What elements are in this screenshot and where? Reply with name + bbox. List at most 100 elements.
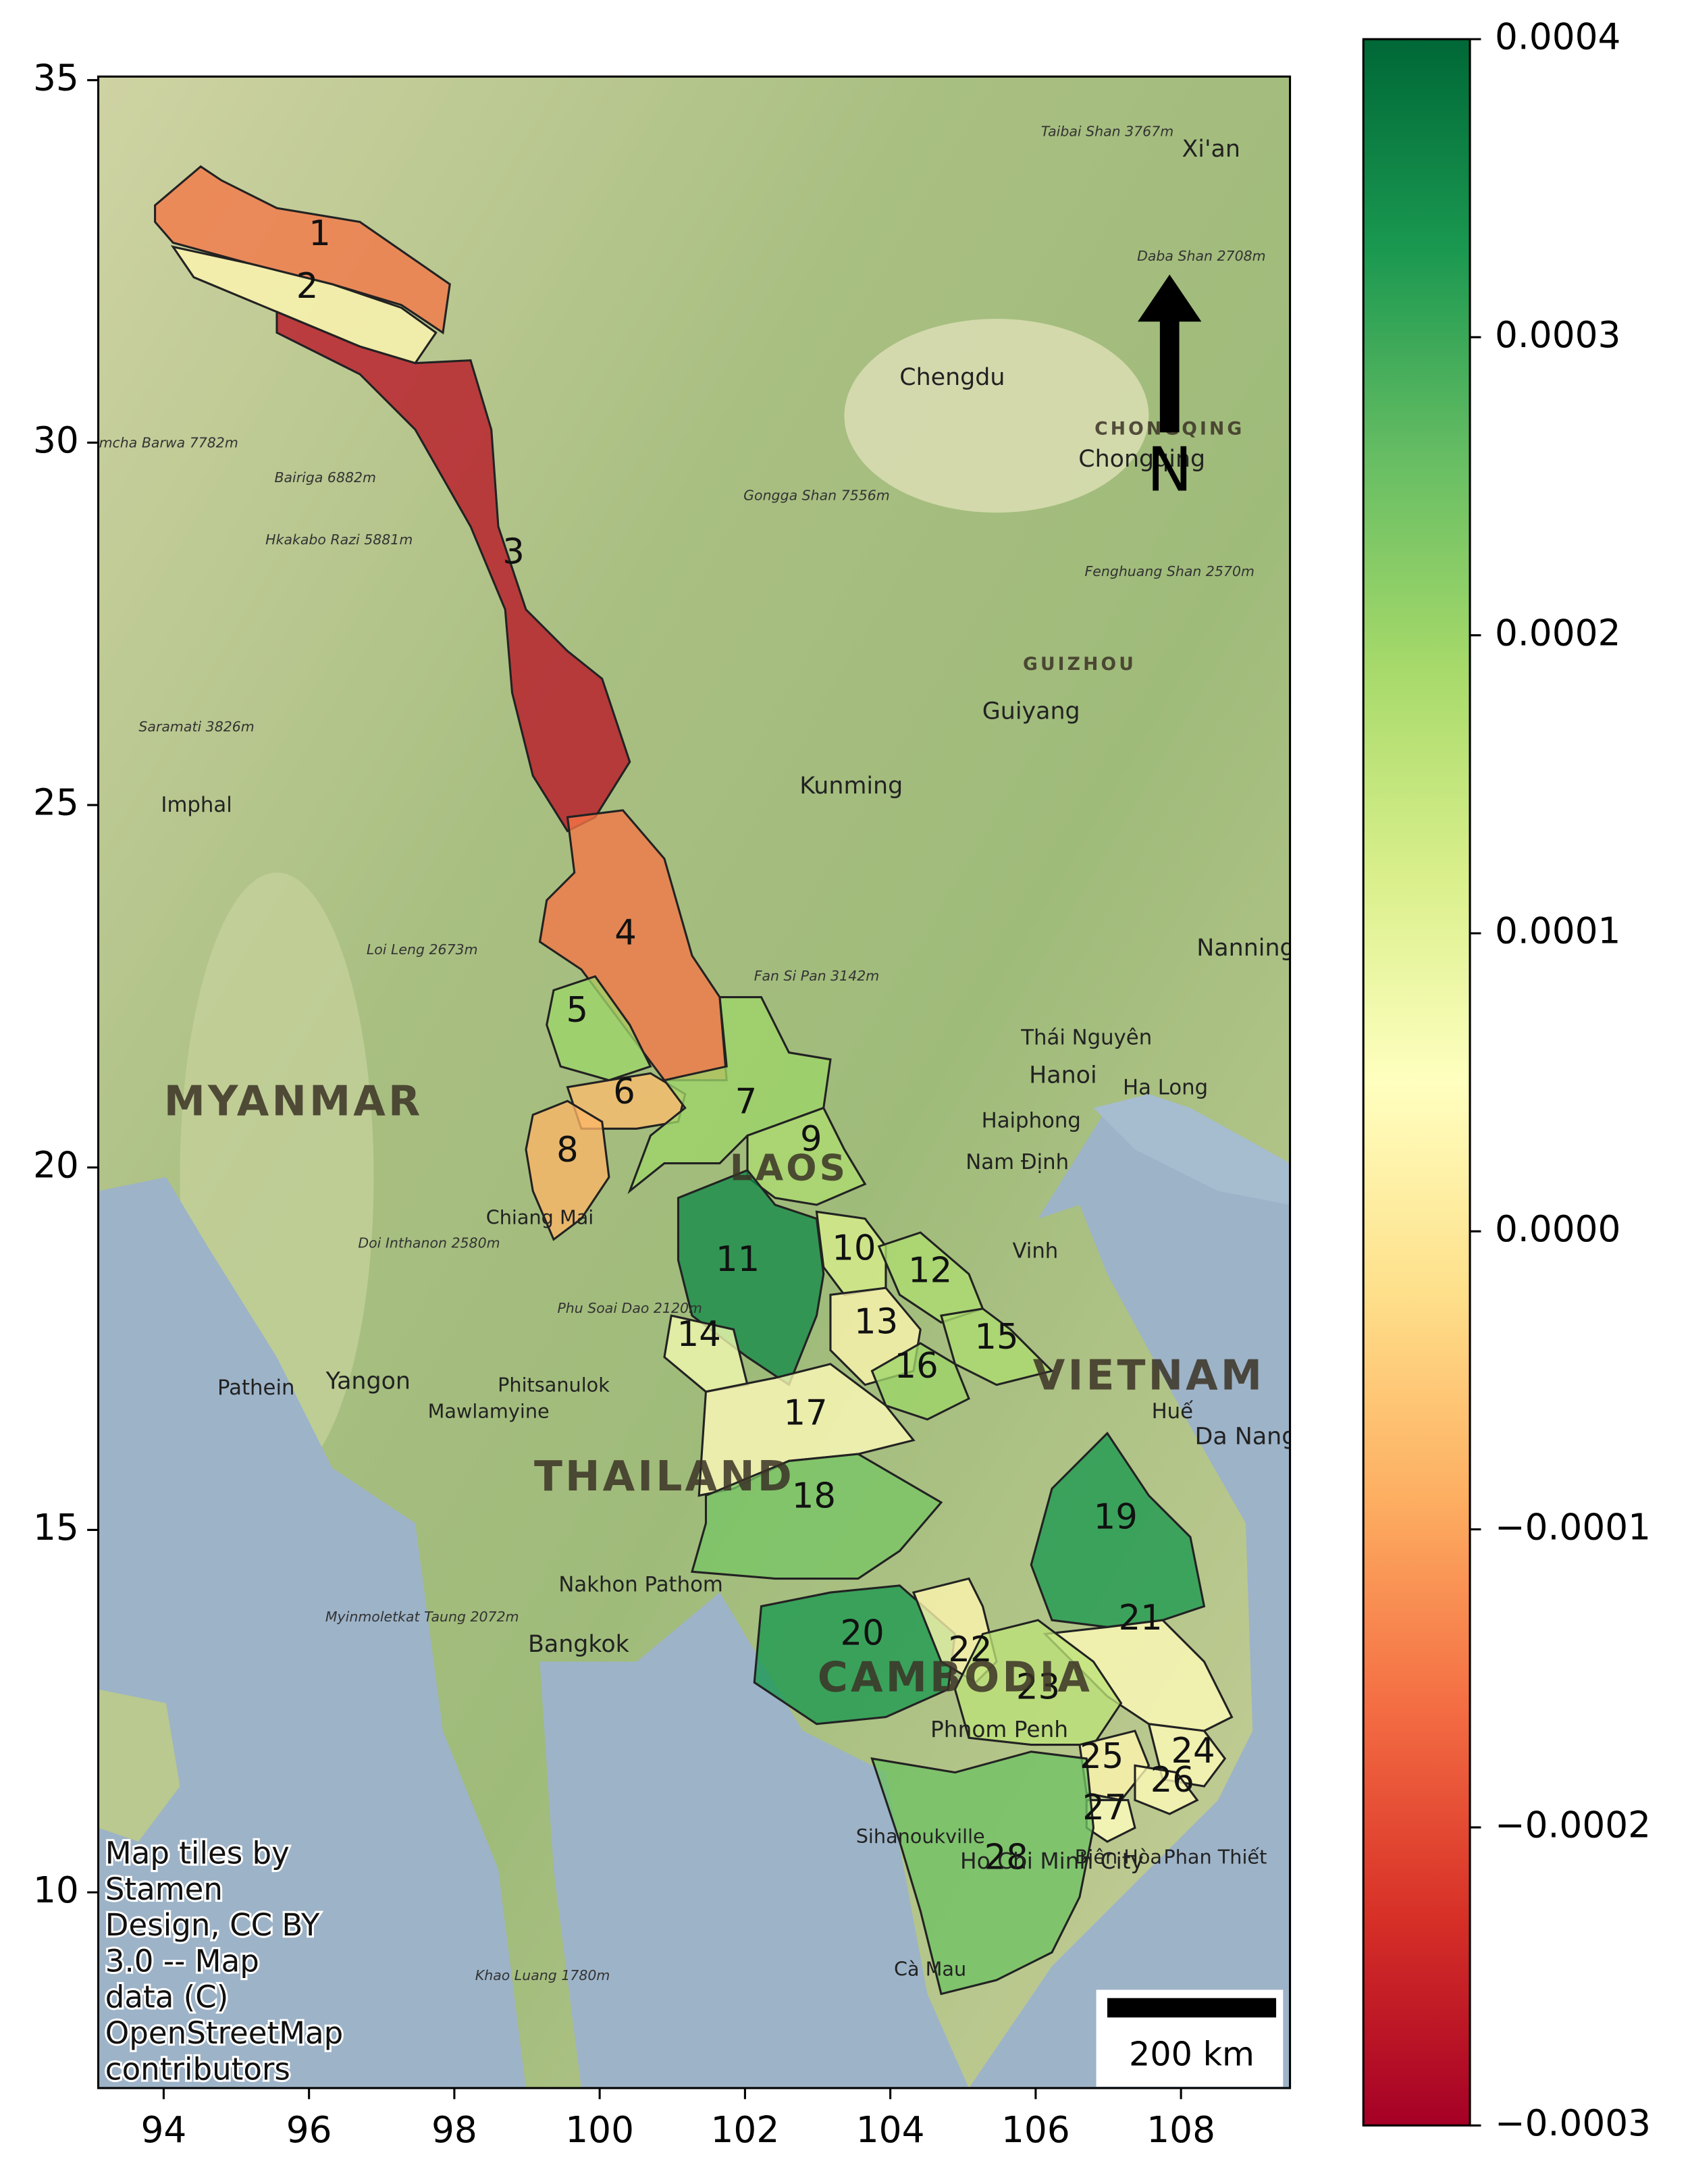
y-tick-label: 20 [33, 1144, 79, 1186]
region-label: 26 [1151, 1760, 1194, 1800]
place-label: Kunming [799, 773, 903, 800]
sea [968, 1108, 1290, 2088]
region [1030, 1431, 1206, 1628]
place-label: CAMBODIA [818, 1653, 1092, 1701]
attribution-line: 3.0 -- Map [105, 1943, 259, 1979]
region-label: 9 [800, 1119, 822, 1160]
place-label: Pathein [217, 1376, 294, 1400]
place-label: Nam Định [966, 1150, 1069, 1174]
attribution-line: contributors [105, 2051, 290, 2087]
place-label: Nakhon Pathom [558, 1572, 722, 1596]
region-label: 3 [502, 532, 525, 573]
region-label: 13 [854, 1301, 898, 1342]
attribution-line: data (C) [105, 1979, 229, 2015]
place-label: Xi'an [1182, 136, 1240, 163]
attribution-line: Design, CC BY [105, 1907, 320, 1943]
region-label: 21 [1119, 1598, 1163, 1638]
peak-label: Fan Si Pan 3142m [754, 968, 880, 984]
region-label: 27 [1082, 1788, 1126, 1828]
region-label: 7 [735, 1081, 758, 1122]
attribution-line: OpenStreetMap [105, 2015, 344, 2051]
region-label: 28 [984, 1838, 1028, 1878]
peak-label: Hkakabo Razi 5881m [265, 531, 413, 548]
region [546, 975, 652, 1082]
place-label: Hanoi [1029, 1062, 1097, 1089]
peak-label: Gongga Shan 7556m [743, 487, 890, 503]
colorbar-tick-label: 0.0002 [1495, 612, 1620, 654]
region [870, 1750, 1095, 1996]
x-tick-label: 108 [1146, 2109, 1215, 2151]
region-label: 24 [1171, 1731, 1215, 1771]
x-tick-label: 96 [286, 2109, 332, 2151]
region-label: 15 [974, 1317, 1018, 1357]
place-label: Chongqing [1078, 446, 1205, 473]
place-label: Imphal [161, 793, 232, 817]
place-label: Yangon [325, 1368, 411, 1395]
region-label: 17 [783, 1393, 827, 1434]
sea [98, 1177, 526, 2088]
peak-label: Namcha Barwa 7782m [80, 435, 238, 451]
colorbar-tick-label: 0.0003 [1495, 314, 1620, 356]
scale-line [1107, 1998, 1277, 2018]
region [1134, 1764, 1199, 1815]
region-label: 11 [716, 1239, 760, 1280]
place-label: Vinh [1012, 1239, 1058, 1263]
place-label: MYANMAR [164, 1077, 423, 1126]
region [753, 1584, 957, 1725]
region-label: 1 [309, 213, 331, 254]
place-label: GUIZHOU [1023, 654, 1136, 675]
y-tick-label: 10 [33, 1869, 79, 1911]
scale-label: 200 km [1129, 2034, 1255, 2073]
region-label: 16 [894, 1346, 938, 1386]
y-tick-label: 30 [33, 419, 79, 461]
basin [844, 319, 1149, 513]
region [154, 165, 451, 335]
x-tick-label: 100 [565, 2109, 634, 2151]
peak-label: Khao Luang 1780m [475, 1967, 610, 1983]
place-label: Chengdu [899, 364, 1005, 391]
island [98, 1689, 180, 1842]
region-label: 4 [614, 912, 637, 953]
region [525, 1099, 610, 1241]
place-label: Thái Nguyên [1020, 1026, 1152, 1050]
place-labels: MYANMAR THAILAND CAMBODIA VIETNAM LAOS Chengd… [80, 123, 1297, 1983]
place-label: Biên Hòa [1075, 1846, 1162, 1869]
colorbar-tick-label: −0.0002 [1495, 1804, 1651, 1846]
place-label: VIETNAM [1033, 1351, 1265, 1399]
region-label: 20 [841, 1613, 884, 1654]
place-label: Da Nang [1195, 1423, 1297, 1450]
peak-label: Phu Soai Dao 2120m [557, 1300, 702, 1316]
colorbar-tick-label: 0.0000 [1495, 1208, 1620, 1250]
region-label: 2 [296, 266, 319, 307]
colorbar-tick-label: −0.0001 [1495, 1506, 1651, 1548]
scale-bar: 200 km [1096, 1990, 1284, 2087]
place-label: Haiphong [982, 1109, 1081, 1133]
peak-label: Bairiga 6882m [274, 469, 376, 486]
colorbar-tick-label: −0.0003 [1495, 2102, 1651, 2144]
place-label: Guiyang [982, 698, 1080, 725]
region-label: 5 [566, 990, 589, 1031]
region-label: 10 [832, 1228, 876, 1269]
axes: 94 96 98 100 102 104 106 108101520253035−0.0003… [33, 16, 1651, 2152]
peak-label: Taibai Shan 3767m [1041, 123, 1173, 139]
region [275, 310, 631, 833]
peak-label: Daba Shan 2708m [1137, 248, 1266, 264]
place-label: Phan Thiết [1163, 1846, 1267, 1869]
place-label: Sihanoukville [856, 1825, 985, 1848]
north-arrow: N [1138, 274, 1202, 506]
x-tick-label: 104 [856, 2109, 925, 2151]
y-tick-label: 15 [33, 1507, 79, 1549]
x-tick-label: 94 [141, 2109, 187, 2151]
region-label: 8 [556, 1130, 579, 1170]
colorbar [1362, 38, 1471, 2127]
peak-label: Loi Leng 2673m [367, 941, 478, 958]
north-label: N [1146, 435, 1192, 506]
region [690, 1453, 943, 1580]
region-label: 6 [613, 1072, 635, 1112]
peak-label: Fenghuang Shan 2570m [1084, 563, 1255, 579]
place-label: Bangkok [528, 1631, 630, 1658]
